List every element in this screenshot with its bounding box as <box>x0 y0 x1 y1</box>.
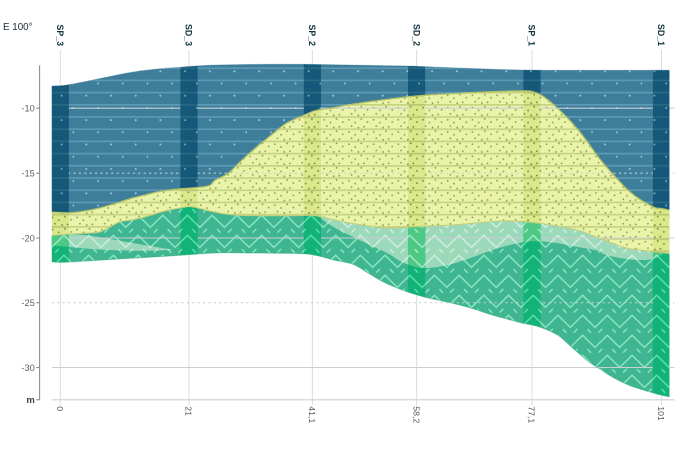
svg-text:58,2: 58,2 <box>411 406 421 423</box>
svg-text:-25: -25 <box>21 298 34 308</box>
svg-text:SP_2: SP_2 <box>307 24 317 46</box>
svg-text:-15: -15 <box>21 169 34 179</box>
svg-text:SP_1: SP_1 <box>527 24 537 46</box>
svg-text:-20: -20 <box>21 233 34 243</box>
svg-text:SD_1: SD_1 <box>656 24 666 46</box>
svg-text:0: 0 <box>55 406 65 411</box>
svg-text:E 100°: E 100° <box>3 22 33 33</box>
svg-text:-30: -30 <box>21 363 34 373</box>
svg-text:101: 101 <box>656 406 666 421</box>
svg-text:SP_3: SP_3 <box>55 24 65 46</box>
svg-text:SD_3: SD_3 <box>184 24 194 46</box>
svg-text:-10: -10 <box>21 104 34 114</box>
svg-text:SD_2: SD_2 <box>411 24 421 46</box>
svg-text:41,1: 41,1 <box>307 406 317 423</box>
svg-text:m: m <box>26 395 34 406</box>
svg-text:77,1: 77,1 <box>527 406 537 423</box>
svg-text:21: 21 <box>184 406 194 416</box>
